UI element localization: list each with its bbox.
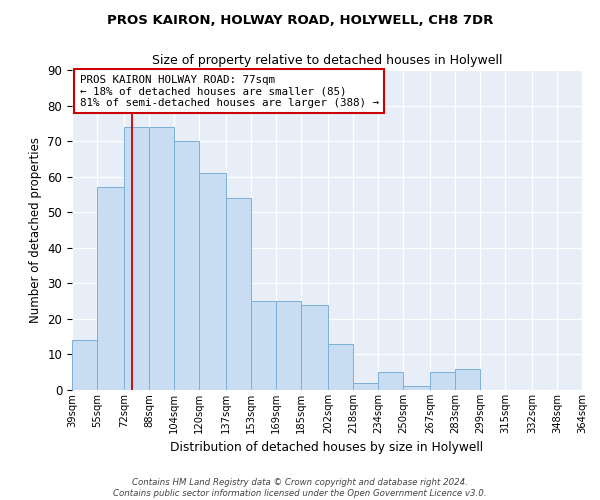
Bar [226, 198, 251, 390]
Bar [353, 383, 378, 390]
X-axis label: Distribution of detached houses by size in Holywell: Distribution of detached houses by size … [170, 442, 484, 454]
Text: PROS KAIRON, HOLWAY ROAD, HOLYWELL, CH8 7DR: PROS KAIRON, HOLWAY ROAD, HOLYWELL, CH8 … [107, 14, 493, 28]
Bar [251, 301, 276, 390]
Bar [430, 372, 455, 390]
Bar [403, 386, 430, 390]
Bar [124, 127, 149, 390]
Bar [174, 141, 199, 390]
Text: PROS KAIRON HOLWAY ROAD: 77sqm
← 18% of detached houses are smaller (85)
81% of : PROS KAIRON HOLWAY ROAD: 77sqm ← 18% of … [80, 75, 379, 108]
Bar [97, 188, 124, 390]
Bar [455, 368, 480, 390]
Y-axis label: Number of detached properties: Number of detached properties [29, 137, 42, 323]
Bar [149, 127, 174, 390]
Text: Contains HM Land Registry data © Crown copyright and database right 2024.
Contai: Contains HM Land Registry data © Crown c… [113, 478, 487, 498]
Bar [72, 340, 97, 390]
Bar [276, 301, 301, 390]
Bar [378, 372, 403, 390]
Bar [301, 304, 328, 390]
Title: Size of property relative to detached houses in Holywell: Size of property relative to detached ho… [152, 54, 502, 68]
Bar [328, 344, 353, 390]
Bar [199, 173, 226, 390]
